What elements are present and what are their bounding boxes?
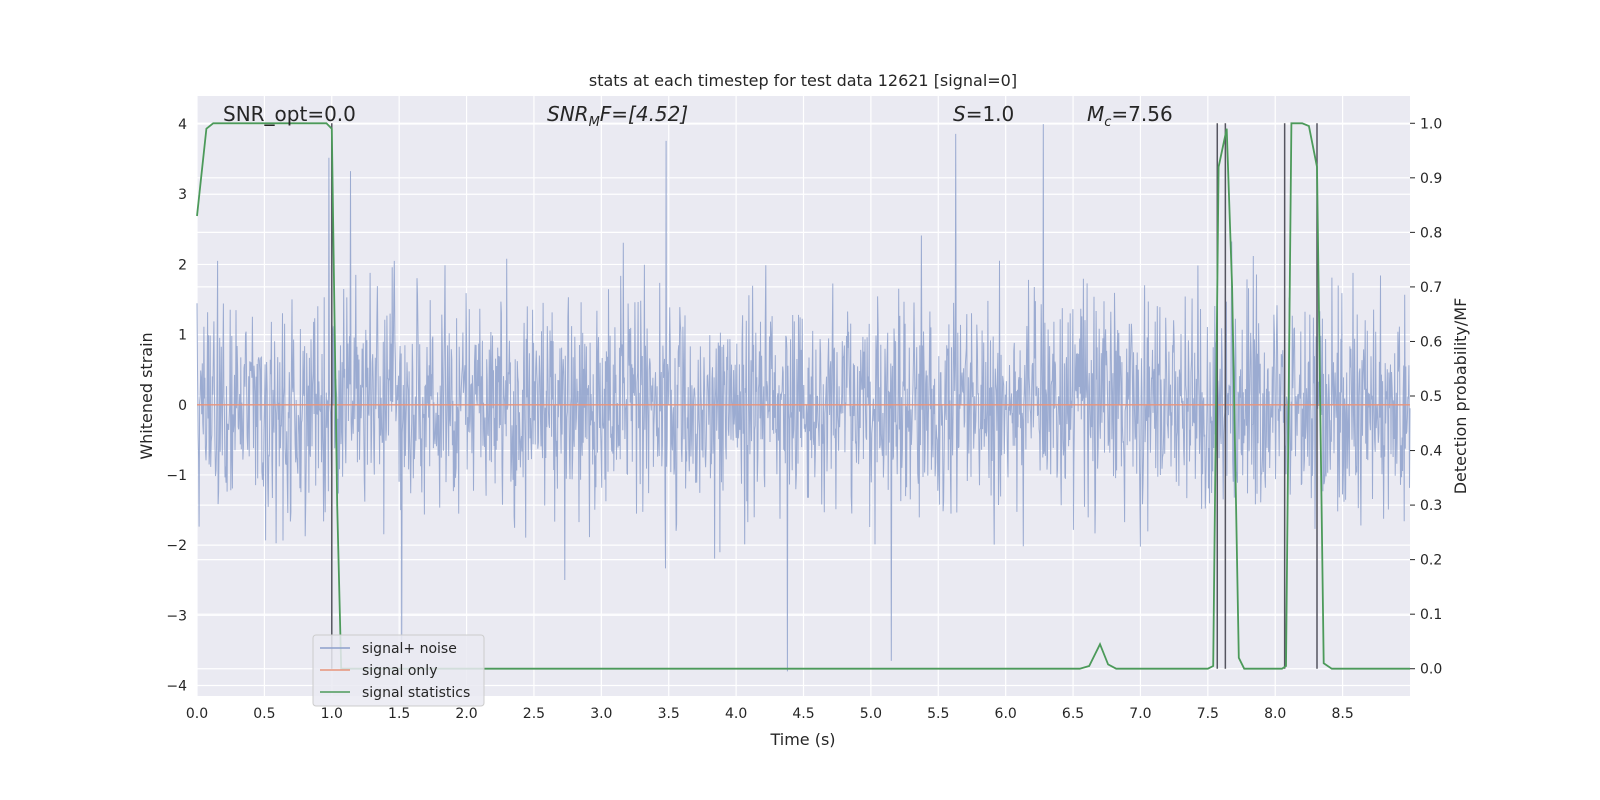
y-tick-label: 4 xyxy=(178,117,187,133)
y-axis-label: Whitened strain xyxy=(137,332,156,459)
y2-tick-label: 1.0 xyxy=(1420,116,1442,132)
y2-tick-label: 0.3 xyxy=(1420,498,1442,514)
y2-tick-label: 0.0 xyxy=(1420,662,1442,678)
y2-tick-label: 0.5 xyxy=(1420,389,1442,405)
s-prefix: S xyxy=(953,102,966,126)
x-tick-label: 1.5 xyxy=(388,706,410,722)
y2-tick-label: 0.8 xyxy=(1420,225,1442,241)
y2-axis-label: Detection probability/MF xyxy=(1451,298,1470,495)
x-tick-label: 4.5 xyxy=(792,706,814,722)
y-tick-label: −3 xyxy=(166,608,187,624)
mc-suffix: =7.56 xyxy=(1111,102,1172,126)
x-tick-label: 2.5 xyxy=(523,706,545,722)
mc-sub: c xyxy=(1104,115,1111,130)
x-tick-label: 0.5 xyxy=(253,706,275,722)
snr-mf-prefix: SNR xyxy=(547,102,589,126)
series-signal-noise xyxy=(196,124,1411,672)
annotation-snr-mf: SNRMF=[4.52] xyxy=(547,102,688,130)
y-tick-label: 0 xyxy=(178,398,187,414)
x-tick-label: 8.5 xyxy=(1331,706,1353,722)
x-tick-label: 0.0 xyxy=(186,706,208,722)
y2-tick-label: 0.7 xyxy=(1420,280,1442,296)
snr-mf-sub: M xyxy=(589,115,600,130)
signal-statistics-line xyxy=(196,122,1410,670)
mc-prefix: M xyxy=(1087,102,1104,126)
snr-mf-suffix: F=[4.52] xyxy=(600,102,688,126)
x-tick-label: 3.5 xyxy=(658,706,680,722)
y2-tick-labels: 1.0 0.9 0.8 0.7 0.6 0.5 0.4 0.3 0.2 0.1 0.0 xyxy=(1410,116,1442,678)
signal-noise-line xyxy=(196,124,1411,672)
x-tick-label: 1.0 xyxy=(321,706,343,722)
s-suffix: =1.0 xyxy=(966,102,1015,126)
y-tick-labels: 4 3 2 1 0 −1 −2 −3 −4 xyxy=(166,117,187,694)
y-tick-label: −2 xyxy=(166,538,187,554)
x-tick-label: 6.5 xyxy=(1062,706,1084,722)
legend-box xyxy=(312,634,485,707)
x-tick-label: 5.5 xyxy=(927,706,949,722)
legend-label-signal-only: signal only xyxy=(362,663,437,679)
legend-label-signal-statistics: signal statistics xyxy=(362,685,470,701)
x-tick-label: 6.0 xyxy=(995,706,1017,722)
annotation-s: S=1.0 xyxy=(953,102,1014,126)
y-tick-label: 3 xyxy=(178,187,187,203)
annotation-mc: Mc=7.56 xyxy=(1087,102,1173,130)
x-tick-label: 2.0 xyxy=(455,706,477,722)
y-tick-label: 2 xyxy=(178,257,187,273)
y2-tick-label: 0.1 xyxy=(1420,607,1442,623)
chart-title: stats at each timestep for test data 126… xyxy=(589,71,1017,90)
y2-tick-label: 0.9 xyxy=(1420,171,1442,187)
y2-tick-label: 0.2 xyxy=(1420,553,1442,569)
x-tick-label: 5.0 xyxy=(860,706,882,722)
legend-label-signal-noise: signal+ noise xyxy=(362,641,457,657)
x-tick-label: 3.0 xyxy=(590,706,612,722)
legend: signal+ noise signal only signal statist… xyxy=(312,634,485,707)
y-tick-label: 1 xyxy=(178,328,187,344)
x-tick-label: 7.0 xyxy=(1129,706,1151,722)
series-signal-statistics xyxy=(196,122,1410,670)
y-tick-label: −4 xyxy=(166,678,187,694)
annotation-snr-opt: SNR_opt=0.0 xyxy=(223,102,356,126)
y2-tick-label: 0.6 xyxy=(1420,334,1442,350)
x-tick-label: 4.0 xyxy=(725,706,747,722)
x-axis-label: Time (s) xyxy=(769,730,835,749)
x-tick-labels: 0.0 0.5 1.0 1.5 2.0 2.5 3.0 3.5 4.0 4.5 5.0 5.5 6.0 6… xyxy=(186,706,1354,722)
y-tick-label: −1 xyxy=(166,468,187,484)
y2-tick-label: 0.4 xyxy=(1420,444,1442,460)
x-tick-label: 7.5 xyxy=(1197,706,1219,722)
x-tick-label: 8.0 xyxy=(1264,706,1286,722)
